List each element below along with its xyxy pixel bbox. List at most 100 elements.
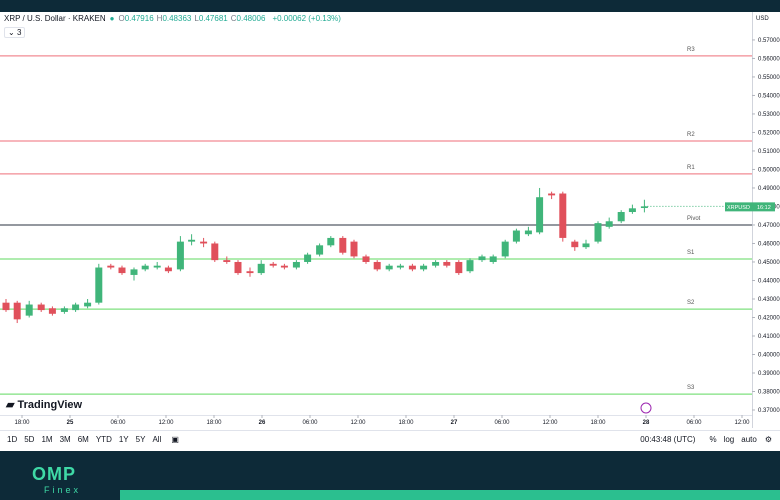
range-button[interactable]: 1M	[41, 434, 53, 444]
candle-body	[350, 241, 358, 257]
y-tick-label: 0.56000	[758, 56, 780, 62]
candle-body	[234, 261, 242, 274]
y-tick-label: 0.46000	[758, 241, 780, 247]
event-icon	[640, 402, 652, 414]
status-dot: ●	[109, 14, 115, 23]
range-button[interactable]: 5Y	[135, 434, 146, 444]
candle-body	[304, 254, 312, 262]
range-button[interactable]: 1D	[7, 434, 18, 444]
option-button[interactable]: auto	[741, 434, 757, 444]
candle-body	[292, 261, 300, 268]
candle-body	[130, 269, 138, 275]
ranges: 1D 5D 1M 3M 6M YTD 1Y 5Y All	[0, 435, 161, 444]
symbol-header: XRP / U.S. Dollar · KRAKEN ● O0.47916 H0.…	[4, 14, 341, 23]
x-tick-label: 28	[643, 420, 650, 426]
candle-body	[13, 302, 21, 320]
candle-body	[548, 193, 556, 196]
ohlc-key: C	[230, 14, 237, 23]
option-button[interactable]: %	[709, 434, 717, 444]
candle-body	[571, 241, 579, 248]
ohlc-value: 0.48363	[162, 14, 192, 23]
candle-body	[141, 265, 149, 270]
y-tick-label: 0.41000	[758, 334, 780, 340]
candle-body	[466, 260, 474, 272]
candle-body	[489, 256, 497, 262]
y-tick-label: 0.38000	[758, 390, 780, 396]
y-tick-label: 0.53000	[758, 112, 780, 118]
y-tick-label: 0.47000	[758, 223, 780, 229]
candle-body	[72, 304, 80, 311]
y-tick-label: 0.40000	[758, 352, 780, 358]
level-label: R1	[687, 165, 695, 171]
candle-body	[432, 261, 440, 266]
candle-body	[316, 245, 324, 255]
range-button[interactable]: 6M	[77, 434, 89, 444]
symbol: XRP / U.S. Dollar · KRAKEN	[4, 14, 106, 23]
candle-body	[512, 230, 520, 242]
candle-body	[84, 302, 92, 307]
y-tick-label: 0.55000	[758, 75, 780, 81]
candle-body	[223, 260, 231, 262]
plot-area	[0, 12, 752, 415]
candle-body	[524, 230, 532, 235]
y-tick-label: 0.49000	[758, 186, 780, 192]
candle-body	[640, 206, 648, 209]
candle-body	[396, 265, 404, 268]
level-label: R2	[687, 132, 695, 138]
brand-sub: Finex	[44, 485, 82, 495]
candle-body	[37, 304, 45, 311]
x-tick-label: 06:00	[494, 420, 510, 426]
y-tick-label: 0.39000	[758, 371, 780, 377]
x-tick-label: 06:00	[302, 420, 318, 426]
candle-body	[385, 265, 393, 270]
candle-body	[501, 241, 509, 257]
y-tick-label: 0.42000	[758, 315, 780, 321]
candle-body	[118, 267, 126, 274]
candle-body	[200, 241, 208, 244]
price-tag-countdown: 16:12	[757, 205, 771, 211]
candle-body	[408, 265, 416, 270]
x-tick-label: 12:00	[158, 420, 174, 426]
y-unit: USD	[756, 16, 769, 22]
ohlc-key: O	[118, 14, 125, 23]
ohlc: O0.47916 H0.48363 L0.47681 C0.48006	[119, 14, 269, 23]
compare-icon[interactable]: ▣	[171, 434, 179, 444]
level-label: Pivot	[687, 216, 701, 222]
candle-body	[107, 265, 115, 268]
y-tick-label: 0.45000	[758, 260, 780, 266]
y-tick-label: 0.57000	[758, 38, 780, 44]
candle-body	[628, 208, 636, 213]
y-tick-label: 0.44000	[758, 278, 780, 284]
candle-body	[164, 267, 172, 272]
option-button[interactable]: log	[723, 434, 735, 444]
range-button[interactable]: YTD	[95, 434, 112, 444]
indicator-count: 3	[16, 28, 22, 37]
x-tick-label: 18:00	[14, 420, 30, 426]
range-button[interactable]: 5D	[24, 434, 35, 444]
range-button[interactable]: 3M	[59, 434, 71, 444]
candle-body	[153, 265, 161, 268]
candle-body	[536, 197, 544, 233]
range-button[interactable]: 1Y	[118, 434, 129, 444]
range-button[interactable]: All	[152, 434, 162, 444]
y-tick-label: 0.50000	[758, 167, 780, 173]
change: +0.00062 (+0.13%)	[272, 14, 341, 23]
tradingview-logo: ▰ TradingView	[6, 399, 83, 411]
y-tick-label: 0.37000	[758, 408, 780, 414]
x-tick-label: 18:00	[206, 420, 222, 426]
candle-body	[339, 237, 347, 253]
candle-body	[362, 256, 370, 262]
candle-body	[95, 267, 103, 303]
x-tick-label: 06:00	[686, 420, 702, 426]
ohlc-value: 0.47681	[198, 14, 228, 23]
x-tick-label: 12:00	[542, 420, 558, 426]
chart: USD 0.37000 0.38000 0.39000 0.40000 0.41000 0.…	[0, 12, 780, 428]
x-tick-label: 12:00	[350, 420, 366, 426]
indicator-toggle[interactable]: ⌄ 3	[4, 27, 26, 38]
level-label: R3	[687, 47, 695, 53]
y-tick-label: 0.52000	[758, 130, 780, 136]
level-label: S1	[687, 250, 695, 256]
x-tick-label: 06:00	[110, 420, 126, 426]
settings-icon[interactable]: ⚙	[764, 434, 772, 444]
options: % log auto ⚙	[702, 435, 772, 444]
